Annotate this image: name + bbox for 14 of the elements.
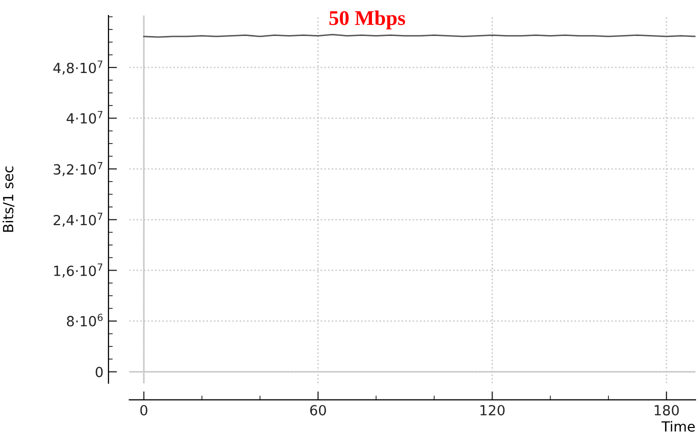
x-tick-label: 0 — [140, 404, 148, 416]
y-tick-label: 4,8·10$^{7}$ — [53, 60, 102, 75]
x-tick-label: 60 — [310, 404, 326, 416]
y-tick-label: 8·10$^{6}$ — [66, 314, 103, 326]
y-tick-label: 1,6·10$^{7}$ — [54, 263, 102, 278]
x-axis-title: Time — [661, 420, 695, 432]
x-tick-label: 120 — [480, 404, 505, 416]
y-tick-label: 3,2·10$^{7}$ — [54, 162, 102, 176]
y-tick-label: 0 — [96, 366, 103, 378]
chart-title: 50 Mbps — [329, 10, 406, 30]
y-axis-title: Bits/1 sec — [2, 166, 14, 232]
y-tick-label: 2,4·10$^{7}$ — [54, 212, 102, 227]
y-tick-label: 4·10$^{7}$ — [66, 110, 102, 124]
x-tick-label: 180 — [654, 404, 679, 416]
